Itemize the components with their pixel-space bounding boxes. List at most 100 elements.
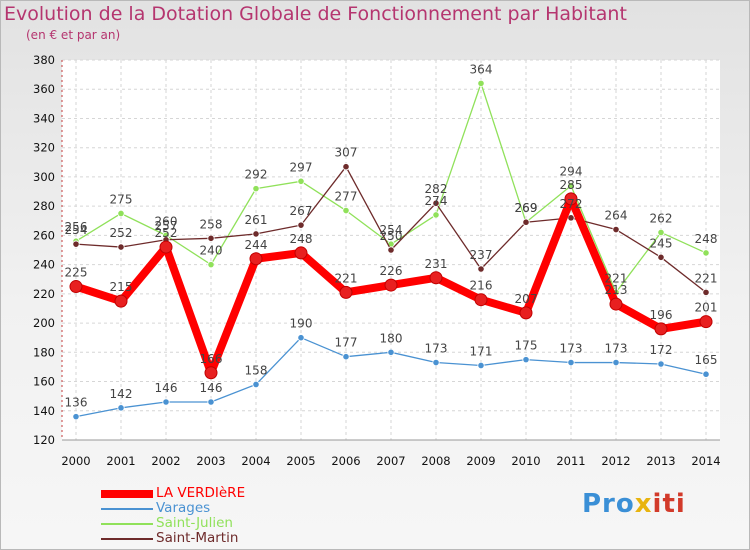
data-point-la-verdiere <box>114 294 128 308</box>
chart-subtitle: (en € et par an) <box>26 28 121 42</box>
data-label-saint-martin: 245 <box>650 236 673 250</box>
data-point-saint-martin <box>477 265 485 273</box>
data-point-saint-martin <box>567 214 575 222</box>
data-label-saint-julien: 248 <box>695 232 718 246</box>
data-point-saint-martin <box>72 240 80 248</box>
x-tick-label: 2003 <box>196 454 225 468</box>
x-tick-label: 2009 <box>466 454 495 468</box>
data-point-saint-martin <box>252 230 260 238</box>
data-label-la-verdiere: 196 <box>650 308 673 322</box>
data-point-saint-martin <box>117 243 125 251</box>
data-point-la-verdiere <box>699 315 713 329</box>
data-point-varages <box>297 334 305 342</box>
y-tick-label: 160 <box>33 375 55 389</box>
y-tick-label: 140 <box>33 404 55 418</box>
data-label-varages: 142 <box>110 387 133 401</box>
chart-title: Evolution de la Dotation Globale de Fonc… <box>4 3 627 25</box>
proxiti-logo: Proxiti <box>582 489 686 519</box>
data-label-saint-martin: 267 <box>290 204 313 218</box>
x-tick-label: 2006 <box>331 454 360 468</box>
data-label-varages: 175 <box>515 339 538 353</box>
data-point-saint-martin <box>657 253 665 261</box>
x-tick-label: 2014 <box>691 454 720 468</box>
data-label-la-verdiere: 213 <box>605 283 628 297</box>
data-label-la-verdiere: 225 <box>65 266 88 280</box>
data-point-saint-julien <box>657 228 665 237</box>
data-label-varages: 173 <box>560 342 583 356</box>
x-tick-label: 2001 <box>106 454 135 468</box>
data-label-saint-julien: 256 <box>65 220 88 234</box>
y-tick-label: 340 <box>33 111 55 125</box>
data-point-la-verdiere <box>564 192 578 206</box>
legend-label: Varages <box>156 500 211 516</box>
data-point-varages <box>387 348 395 356</box>
data-label-saint-martin: 252 <box>110 226 133 240</box>
data-label-saint-julien: 292 <box>245 168 268 182</box>
x-tick-label: 2007 <box>376 454 405 468</box>
data-point-saint-julien <box>477 79 485 87</box>
data-label-saint-martin: 250 <box>380 229 403 243</box>
data-point-saint-martin <box>522 218 530 226</box>
y-tick-label: 200 <box>33 316 55 330</box>
data-point-la-verdiere <box>429 271 443 285</box>
data-label-saint-martin: 269 <box>515 201 538 215</box>
data-label-varages: 171 <box>470 344 493 358</box>
data-point-saint-julien <box>432 211 440 219</box>
data-label-saint-julien: 297 <box>290 160 313 174</box>
data-point-varages <box>432 358 440 367</box>
data-label-varages: 136 <box>65 396 88 410</box>
data-label-varages: 165 <box>695 353 718 367</box>
data-label-saint-julien: 277 <box>335 190 358 204</box>
data-point-la-verdiere <box>384 278 398 292</box>
data-label-varages: 158 <box>245 363 268 377</box>
data-label-varages: 177 <box>335 336 358 350</box>
data-label-saint-martin: 307 <box>335 146 358 160</box>
data-point-saint-martin <box>207 234 215 242</box>
data-label-saint-julien: 221 <box>605 271 628 285</box>
data-point-varages <box>72 413 80 421</box>
x-tick-label: 2005 <box>286 454 315 468</box>
data-label-saint-martin: 221 <box>695 271 718 285</box>
data-point-varages <box>702 370 710 378</box>
data-label-la-verdiere: 207 <box>515 292 538 306</box>
legend-label: Saint-Julien <box>156 515 233 531</box>
data-point-saint-martin <box>702 288 710 296</box>
data-label-la-verdiere: 231 <box>425 257 448 271</box>
data-point-saint-martin <box>432 199 440 207</box>
data-label-la-verdiere: 215 <box>110 280 133 294</box>
data-label-saint-martin: 264 <box>605 209 628 223</box>
data-point-varages <box>207 398 215 406</box>
data-point-la-verdiere <box>339 285 353 299</box>
y-tick-label: 320 <box>33 141 55 155</box>
data-label-saint-martin: 258 <box>200 217 223 231</box>
data-point-varages <box>522 356 530 364</box>
logo-part-pro: Pro <box>582 489 635 519</box>
legend-swatch <box>101 523 153 525</box>
data-point-saint-martin <box>612 225 620 234</box>
data-label-la-verdiere: 201 <box>695 301 718 315</box>
data-label-varages: 173 <box>605 342 628 356</box>
y-tick-label: 380 <box>33 53 55 67</box>
x-tick-label: 2000 <box>61 454 90 468</box>
data-point-la-verdiere <box>609 297 623 311</box>
data-point-saint-martin <box>342 163 350 171</box>
data-point-la-verdiere <box>519 306 533 320</box>
logo-part-x: x <box>634 489 653 519</box>
legend-swatch <box>101 490 153 498</box>
data-point-varages <box>342 353 350 361</box>
x-tick-label: 2010 <box>511 454 540 468</box>
data-label-saint-julien: 262 <box>650 211 673 225</box>
data-point-varages <box>612 358 620 367</box>
data-label-varages: 190 <box>290 317 313 331</box>
data-label-varages: 180 <box>380 331 403 345</box>
data-point-varages <box>657 360 665 368</box>
data-point-varages <box>162 398 170 406</box>
data-point-varages <box>567 358 575 367</box>
data-label-la-verdiere: 226 <box>380 264 403 278</box>
data-label-saint-martin: 282 <box>425 182 448 196</box>
data-point-saint-julien <box>207 261 215 269</box>
data-point-la-verdiere <box>204 366 218 380</box>
data-point-la-verdiere <box>249 252 263 266</box>
data-label-la-verdiere: 216 <box>470 279 493 293</box>
y-tick-label: 260 <box>33 228 55 242</box>
